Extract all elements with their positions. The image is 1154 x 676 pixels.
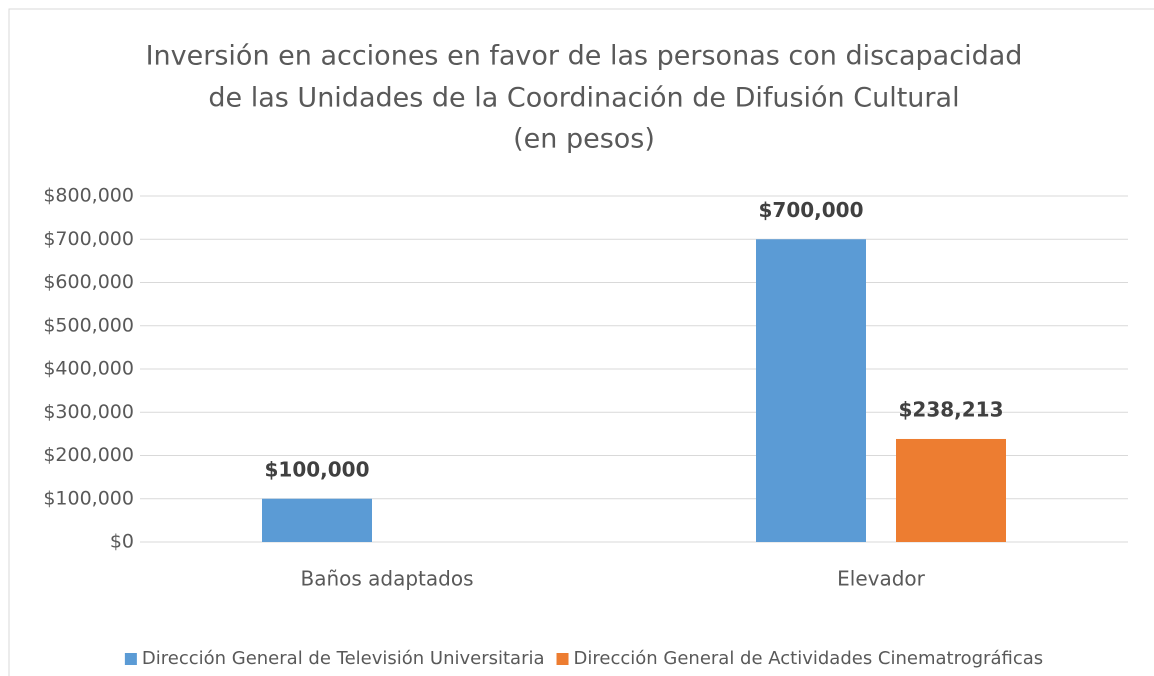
legend-label: Dirección General de Actividades Cinemat… bbox=[574, 648, 1044, 669]
legend-label: Dirección General de Televisión Universi… bbox=[142, 648, 545, 669]
data-label: $700,000 bbox=[758, 198, 863, 222]
data-label: $238,213 bbox=[898, 397, 1003, 421]
y-tick-label: $100,000 bbox=[43, 487, 134, 509]
bar bbox=[262, 498, 372, 542]
y-tick-label: $200,000 bbox=[43, 444, 134, 466]
bar bbox=[896, 438, 1006, 542]
chart-title: (en pesos) bbox=[513, 124, 655, 155]
y-tick-label: $500,000 bbox=[43, 314, 134, 336]
y-tick-label: $0 bbox=[110, 531, 134, 553]
y-tick-label: $700,000 bbox=[43, 228, 134, 250]
chart-frame bbox=[8, 8, 1154, 676]
y-tick-label: $400,000 bbox=[43, 358, 134, 380]
y-tick-label: $800,000 bbox=[43, 185, 134, 207]
x-tick-label: Baños adaptados bbox=[300, 567, 473, 591]
chart-title: de las Unidades de la Coordinación de Di… bbox=[208, 83, 959, 114]
y-tick-label: $300,000 bbox=[43, 401, 134, 423]
chart-title: Inversión en acciones en favor de las pe… bbox=[146, 41, 1023, 72]
bar bbox=[756, 239, 866, 542]
legend-swatch bbox=[556, 653, 569, 665]
y-tick-label: $600,000 bbox=[43, 271, 134, 293]
x-tick-label: Elevador bbox=[837, 567, 926, 591]
legend-swatch bbox=[124, 653, 137, 665]
data-label: $100,000 bbox=[264, 457, 369, 481]
